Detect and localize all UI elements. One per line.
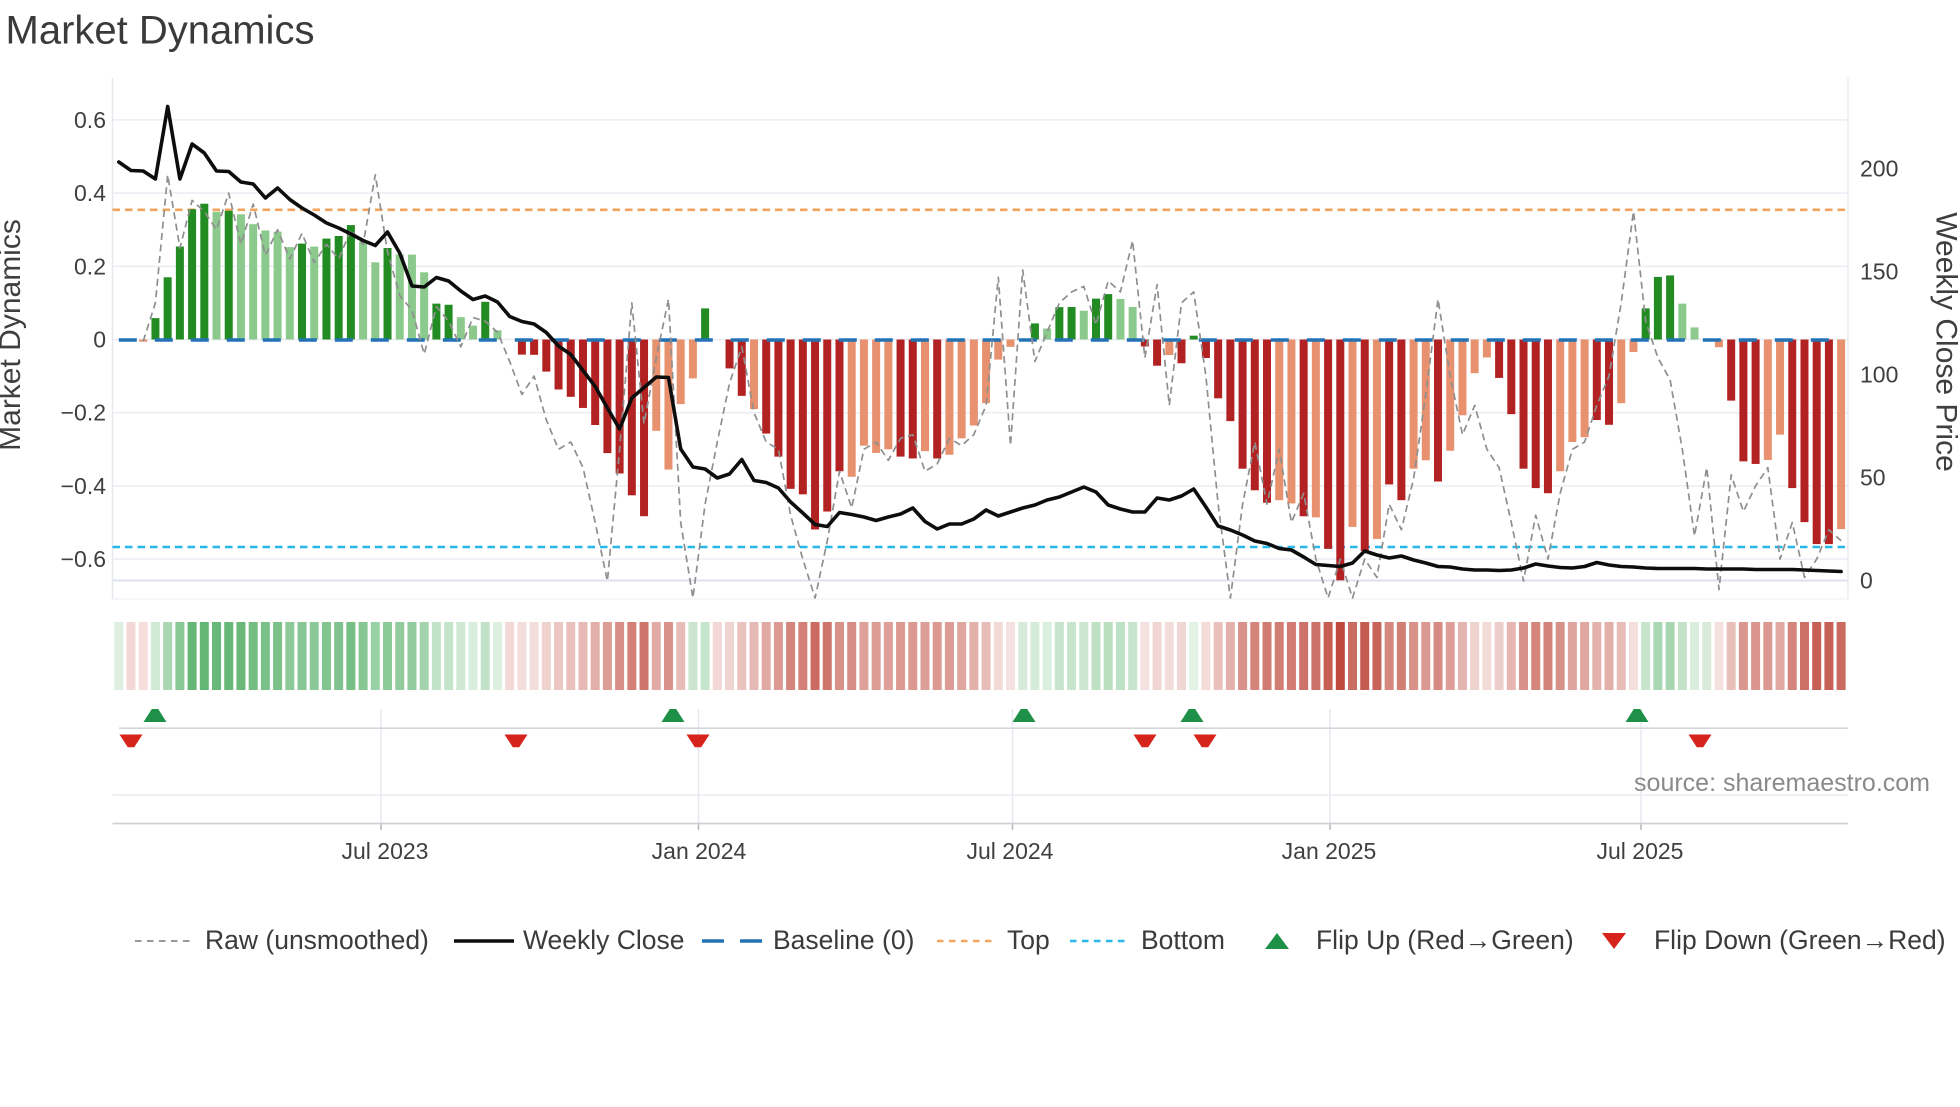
svg-text:Weekly Close Price: Weekly Close Price [1930,212,1960,472]
svg-text:−0.2: −0.2 [61,400,106,426]
svg-text:100: 100 [1860,362,1898,388]
svg-text:Jan 2024: Jan 2024 [652,838,747,864]
svg-text:Flip Up (Red→Green): Flip Up (Red→Green) [1316,925,1574,955]
svg-text:50: 50 [1860,465,1886,491]
svg-text:Market Dynamics: Market Dynamics [0,219,27,451]
svg-text:Bottom: Bottom [1141,925,1225,955]
svg-text:Flip Down (Green→Red): Flip Down (Green→Red) [1654,925,1946,955]
svg-text:Jul 2025: Jul 2025 [1597,838,1684,864]
svg-text:0.6: 0.6 [74,107,106,133]
svg-text:0.4: 0.4 [74,180,106,206]
svg-text:Raw (unsmoothed): Raw (unsmoothed) [205,925,429,955]
svg-text:−0.6: −0.6 [61,546,106,572]
svg-text:Baseline (0): Baseline (0) [773,925,914,955]
svg-text:source: sharemaestro.com: source: sharemaestro.com [1634,769,1930,797]
svg-text:0.2: 0.2 [74,253,106,279]
svg-text:Jan 2025: Jan 2025 [1282,838,1377,864]
svg-text:−0.4: −0.4 [61,473,107,499]
svg-text:150: 150 [1860,259,1898,285]
svg-text:0: 0 [93,327,106,353]
svg-text:200: 200 [1860,156,1898,182]
svg-text:Jul 2024: Jul 2024 [967,838,1054,864]
svg-text:0: 0 [1860,568,1873,594]
svg-text:Market Dynamics: Market Dynamics [6,9,315,53]
svg-text:Jul 2023: Jul 2023 [342,838,429,864]
svg-text:Top: Top [1007,925,1050,955]
svg-text:Weekly Close: Weekly Close [523,925,685,955]
